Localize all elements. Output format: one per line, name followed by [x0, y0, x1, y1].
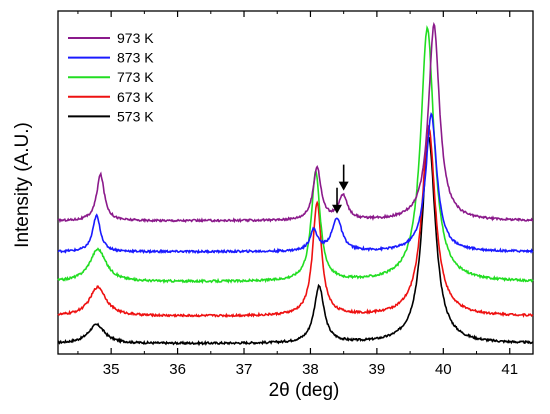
legend-label: 573 K [117, 108, 154, 124]
plot-border [57, 10, 534, 355]
series-line-573-k [57, 136, 534, 347]
peak-arrow-head [332, 204, 343, 214]
series-layer [57, 21, 534, 347]
x-tick-label: 40 [435, 361, 452, 378]
annotation-layer [332, 164, 349, 214]
legend: 973 K 873 K 773 K 673 K 573 K [68, 30, 154, 124]
x-axis-title: 2θ (deg) [269, 380, 340, 401]
legend-label: 673 K [117, 89, 154, 105]
legend-label: 773 K [117, 69, 154, 85]
y-axis-title: Intensity (A.U.) [12, 122, 33, 248]
series-line-773-k [57, 24, 534, 285]
x-tick-label: 36 [169, 361, 186, 378]
series-line-973-k [57, 21, 534, 224]
x-tick-label: 37 [236, 361, 253, 378]
series-line-673-k [57, 124, 534, 319]
x-axis-ticks: 35 36 37 38 39 40 41 [77, 11, 518, 378]
x-tick-label: 41 [501, 361, 518, 378]
legend-label: 873 K [117, 50, 154, 66]
x-tick-label: 35 [103, 361, 120, 378]
legend-label: 973 K [117, 30, 154, 46]
x-tick-label: 38 [302, 361, 319, 378]
peak-arrow-head [338, 181, 349, 191]
series-line-873-k [57, 112, 534, 255]
x-tick-label: 39 [369, 361, 386, 378]
plot-frame [57, 10, 534, 355]
